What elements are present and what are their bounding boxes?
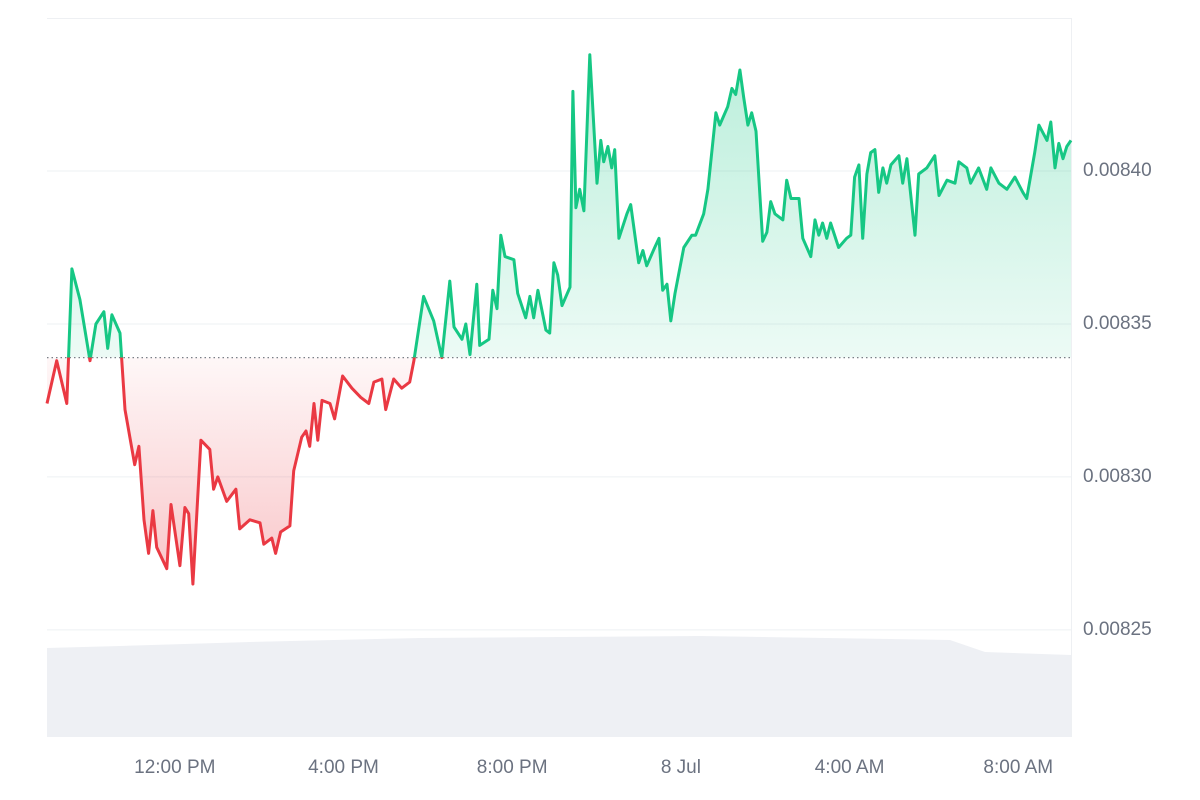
y-tick-label: 0.00830 — [1083, 466, 1152, 487]
price-area — [47, 54, 1071, 584]
x-tick-label: 4:00 PM — [308, 757, 379, 778]
price-line — [45, 53, 1073, 586]
volume-area — [47, 636, 1071, 737]
x-tick-label: 4:00 AM — [815, 757, 885, 778]
x-tick-label: 8:00 AM — [983, 757, 1053, 778]
x-tick-label: 12:00 PM — [134, 757, 215, 778]
y-tick-label: 0.00840 — [1083, 160, 1152, 181]
x-tick-label: 8 Jul — [661, 757, 701, 778]
y-tick-label: 0.00835 — [1083, 313, 1152, 334]
x-tick-label: 8:00 PM — [477, 757, 548, 778]
y-tick-label: 0.00825 — [1083, 619, 1152, 640]
